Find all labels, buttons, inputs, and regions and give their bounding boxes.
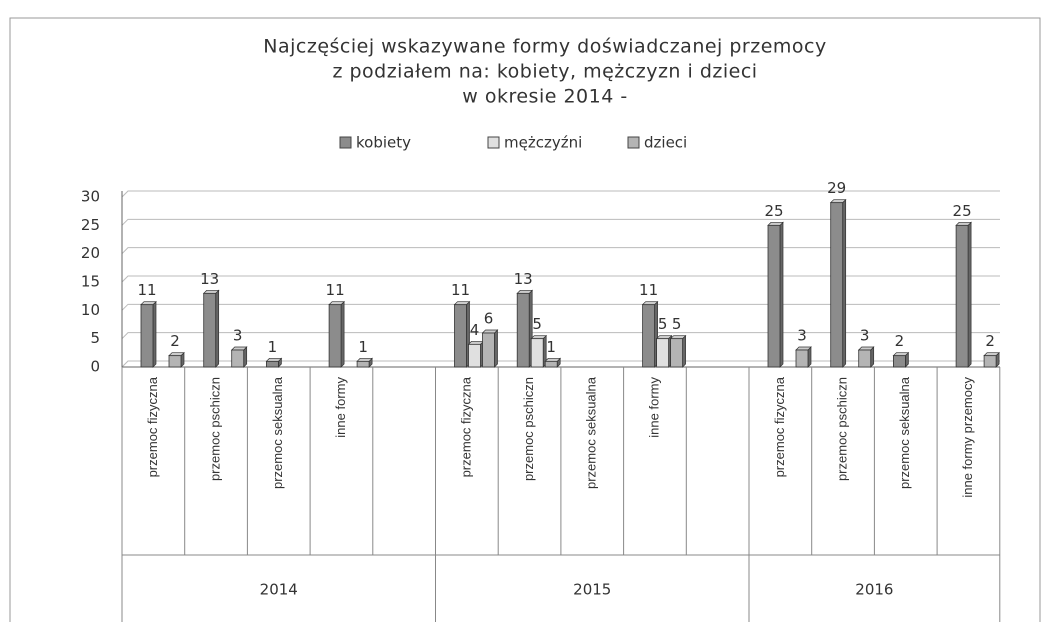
y-tick-label: 5 xyxy=(90,329,100,347)
legend-label: mężczyźni xyxy=(504,134,582,152)
bar xyxy=(641,300,659,368)
grid-line xyxy=(121,190,1000,198)
bar xyxy=(983,351,1000,368)
bar xyxy=(530,334,548,368)
data-label: 3 xyxy=(233,327,243,345)
data-label: 5 xyxy=(672,315,682,333)
x-tick-label: przemoc fizyczna xyxy=(145,376,160,477)
x-tick-label: przemoc seksualna xyxy=(270,376,285,489)
bar xyxy=(544,357,562,368)
grid-line xyxy=(121,332,1000,340)
bar xyxy=(857,346,875,368)
bar xyxy=(168,351,185,368)
x-tick-label: przemoc fizyczna xyxy=(458,376,473,477)
y-tick-label: 15 xyxy=(81,273,100,291)
legend-swatch xyxy=(487,136,500,149)
data-label: 11 xyxy=(326,281,345,299)
data-label: 2 xyxy=(895,332,905,350)
x-tick-label: przemoc pschiczn xyxy=(834,377,849,481)
data-label: 13 xyxy=(200,270,219,288)
x-tick-label: inne formy przemocy xyxy=(960,377,975,498)
bar xyxy=(328,300,345,368)
bar xyxy=(795,346,812,368)
x-tick-label: przemoc fizyczna xyxy=(772,376,787,477)
chart-title: Najczęściej wskazywane formy doświadczan… xyxy=(263,36,826,58)
x-tick-label: inne formy xyxy=(333,377,348,438)
x-tick-label: przemoc pschiczn xyxy=(207,377,222,481)
chart-frame xyxy=(9,17,1041,622)
data-label: 25 xyxy=(764,202,783,220)
y-tick-label: 20 xyxy=(81,244,100,262)
y-tick-label: 30 xyxy=(81,188,100,206)
data-label: 11 xyxy=(137,281,156,299)
bar xyxy=(467,340,485,368)
grid-line xyxy=(121,303,1000,311)
bar xyxy=(655,334,673,368)
data-label: 2 xyxy=(985,332,995,350)
data-label: 2 xyxy=(170,332,180,350)
x-tick-label: przemoc pschiczn xyxy=(521,377,536,481)
data-label: 11 xyxy=(451,281,470,299)
bar xyxy=(140,300,157,368)
data-label: 5 xyxy=(658,315,668,333)
data-label: 1 xyxy=(546,338,556,356)
legend-label: dzieci xyxy=(644,134,687,152)
bar xyxy=(230,346,248,368)
x-tick-label: inne formy xyxy=(646,377,661,438)
bar xyxy=(265,357,283,368)
group-label: 2014 xyxy=(260,581,298,599)
legend-label: kobiety xyxy=(356,134,411,152)
legend-swatch xyxy=(627,136,640,149)
grid-line xyxy=(121,275,1000,283)
legend-swatch xyxy=(339,136,352,149)
y-tick-label: 0 xyxy=(90,358,100,376)
data-label: 1 xyxy=(358,338,368,356)
data-label: 6 xyxy=(484,310,494,328)
data-label: 3 xyxy=(860,327,870,345)
bar xyxy=(767,221,784,368)
bar xyxy=(356,357,373,368)
data-label: 4 xyxy=(470,321,480,339)
bar xyxy=(516,289,534,368)
x-tick-label: przemoc seksualna xyxy=(584,376,599,489)
data-label: 3 xyxy=(797,327,807,345)
grid-line xyxy=(121,360,1000,368)
bar xyxy=(829,198,847,368)
x-tick-label: przemoc seksualna xyxy=(897,376,912,489)
data-label: 13 xyxy=(514,270,533,288)
grid-line xyxy=(121,247,1000,255)
data-label: 25 xyxy=(953,202,972,220)
data-label: 29 xyxy=(827,179,846,197)
bar xyxy=(955,221,972,368)
group-label: 2015 xyxy=(573,581,611,599)
chart-title: w okresie 2014 - xyxy=(462,86,627,108)
group-label: 2016 xyxy=(855,581,893,599)
bar xyxy=(453,300,471,368)
data-label: 1 xyxy=(268,338,278,356)
chart-title: z podziałem na: kobiety, mężczyzn i dzie… xyxy=(332,61,757,83)
data-label: 11 xyxy=(639,281,658,299)
grid-line xyxy=(121,218,1000,226)
bar xyxy=(892,351,910,368)
bar xyxy=(669,334,687,368)
bar xyxy=(202,289,220,368)
y-tick-label: 25 xyxy=(81,216,100,234)
y-tick-label: 10 xyxy=(81,301,100,319)
data-label: 5 xyxy=(532,315,542,333)
bar xyxy=(481,329,499,368)
